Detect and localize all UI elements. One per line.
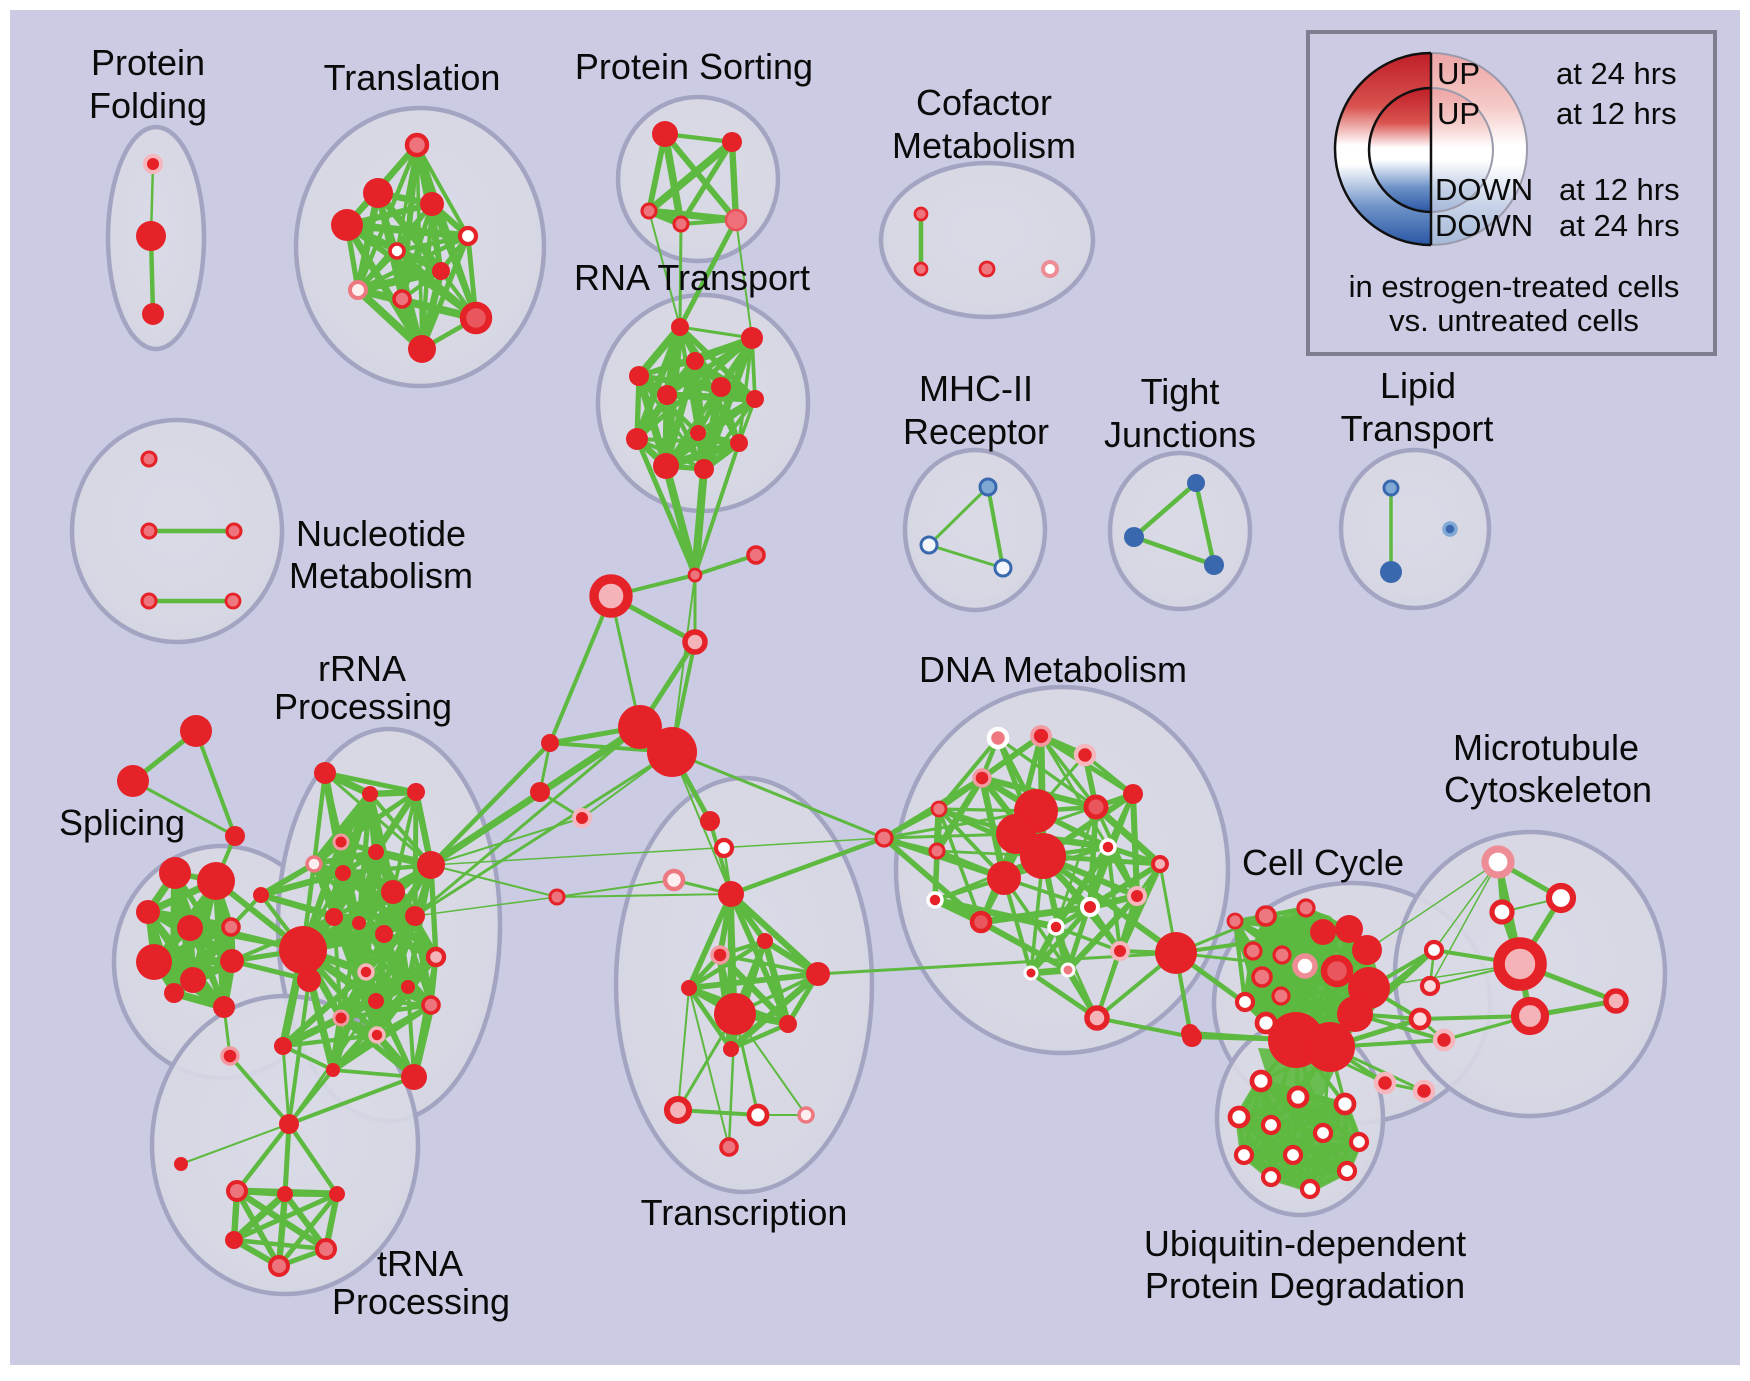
svg-text:RNA Transport: RNA Transport [574, 257, 810, 298]
svg-text:Ubiquitin-dependent: Ubiquitin-dependent [1144, 1223, 1466, 1264]
svg-text:at 12 hrs: at 12 hrs [1559, 172, 1680, 207]
svg-text:Protein Sorting: Protein Sorting [575, 46, 813, 87]
svg-text:at 24 hrs: at 24 hrs [1559, 208, 1680, 243]
svg-text:Junctions: Junctions [1104, 414, 1256, 455]
svg-text:at 12 hrs: at 12 hrs [1556, 96, 1677, 131]
svg-text:tRNA: tRNA [377, 1243, 463, 1284]
svg-text:UP: UP [1437, 56, 1480, 91]
svg-text:vs. untreated cells: vs. untreated cells [1389, 303, 1639, 338]
svg-text:Transport: Transport [1341, 408, 1494, 449]
svg-text:Transcription: Transcription [641, 1192, 848, 1233]
svg-text:Tight: Tight [1141, 371, 1220, 412]
svg-text:Cofactor: Cofactor [916, 82, 1052, 123]
svg-text:Microtubule: Microtubule [1453, 727, 1639, 768]
svg-text:Splicing: Splicing [59, 802, 185, 843]
svg-text:Translation: Translation [324, 57, 501, 98]
svg-text:Processing: Processing [274, 686, 452, 727]
svg-text:Lipid: Lipid [1380, 365, 1456, 406]
svg-text:Protein Degradation: Protein Degradation [1145, 1265, 1465, 1306]
svg-text:DOWN: DOWN [1435, 208, 1533, 243]
svg-text:Protein: Protein [91, 42, 205, 83]
svg-text:DOWN: DOWN [1435, 172, 1533, 207]
svg-text:Nucleotide: Nucleotide [296, 513, 466, 554]
svg-text:rRNA: rRNA [318, 648, 406, 689]
svg-text:at 24 hrs: at 24 hrs [1556, 56, 1677, 91]
svg-text:Folding: Folding [89, 85, 207, 126]
svg-text:Cytoskeleton: Cytoskeleton [1444, 769, 1652, 810]
svg-text:MHC-II: MHC-II [919, 368, 1033, 409]
svg-text:in estrogen-treated cells: in estrogen-treated cells [1349, 269, 1680, 304]
svg-text:DNA Metabolism: DNA Metabolism [919, 649, 1187, 690]
svg-text:Metabolism: Metabolism [892, 125, 1076, 166]
svg-text:Processing: Processing [332, 1281, 510, 1322]
svg-text:Receptor: Receptor [903, 411, 1049, 452]
svg-text:UP: UP [1437, 96, 1480, 131]
svg-text:Cell Cycle: Cell Cycle [1242, 842, 1404, 883]
svg-text:Metabolism: Metabolism [289, 555, 473, 596]
